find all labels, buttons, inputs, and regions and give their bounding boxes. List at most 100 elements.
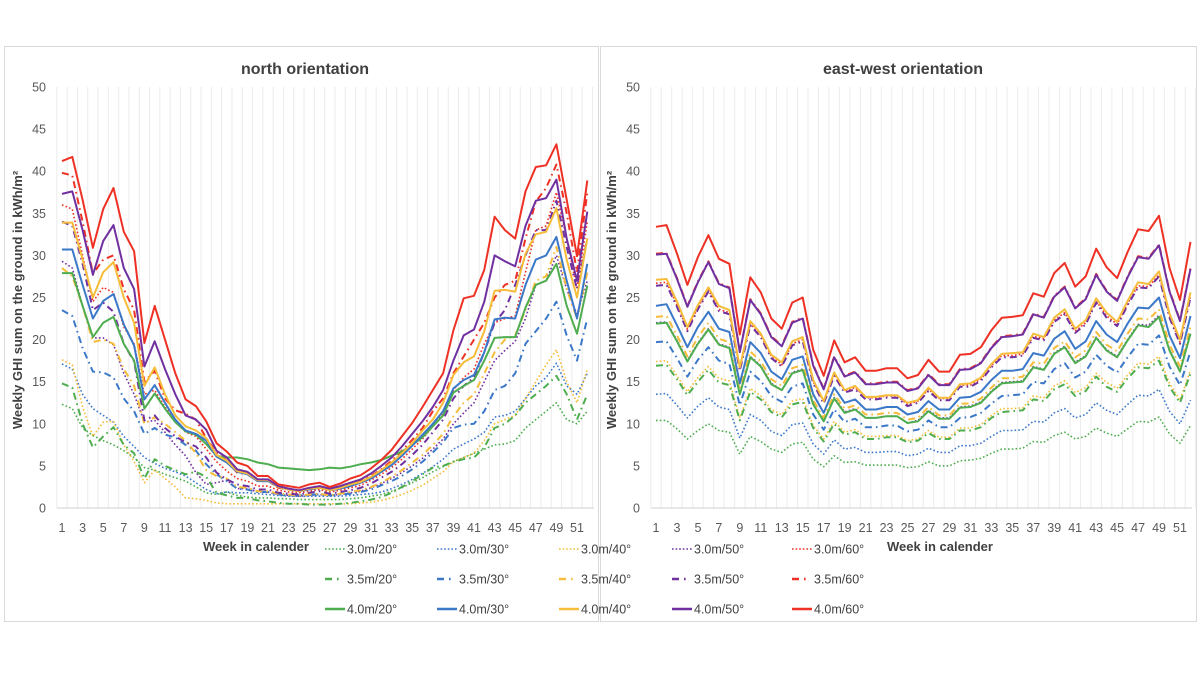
north-x-tick-label: 27 <box>323 521 337 535</box>
north-series-3-5m-50deg <box>61 199 589 496</box>
north-chart-title: north orientation <box>241 61 369 78</box>
north-x-tick-label: 49 <box>549 521 563 535</box>
east-west-x-tick-label: 7 <box>715 521 722 535</box>
east-west-x-tick-label: 45 <box>1110 521 1124 535</box>
north-x-tick-label: 39 <box>446 521 460 535</box>
east-west-x-tick-label: 49 <box>1152 521 1166 535</box>
east-west-x-tick-label: 3 <box>673 521 680 535</box>
legend-label: 3.5m/30° <box>459 573 509 587</box>
east-west-x-tick-label: 51 <box>1173 521 1187 535</box>
legend-label: 3.5m/50° <box>694 573 744 587</box>
east-west-y-tick-label: 30 <box>626 249 640 263</box>
north-x-tick-label: 21 <box>261 521 275 535</box>
north-chart: north orientation Weekly GHI sum on the … <box>10 61 594 554</box>
legend-item: 3.0m/20° <box>325 543 397 557</box>
legend-label: 3.0m/20° <box>347 543 397 557</box>
legend-label: 3.0m/30° <box>459 543 509 557</box>
east-west-x-tick-label: 47 <box>1131 521 1145 535</box>
north-y-tick-label: 35 <box>32 207 46 221</box>
north-x-tick-label: 45 <box>508 521 522 535</box>
north-x-tick-label: 51 <box>570 521 584 535</box>
legend-item: 4.0m/20° <box>325 603 397 617</box>
north-x-tick-label: 17 <box>220 521 234 535</box>
north-y-tick-label: 50 <box>32 81 46 95</box>
north-series-4-0m-40deg <box>62 207 589 493</box>
east-west-x-tick-label: 5 <box>694 521 701 535</box>
east-west-x-tick-label: 13 <box>775 521 789 535</box>
legend-label: 3.0m/40° <box>581 543 631 557</box>
north-x-tick-label: 11 <box>159 521 172 535</box>
legend-item: 4.0m/60° <box>792 603 864 617</box>
north-series-3-0m-30deg <box>61 362 589 498</box>
north-y-tick-label: 25 <box>32 291 46 305</box>
east-west-chart-title: east-west orientation <box>823 61 983 78</box>
north-x-tick-label: 35 <box>405 521 419 535</box>
north-y-axis-title: Weekly GHI sum on the ground in kWh/m² <box>10 170 25 429</box>
north-series-4-0m-60deg <box>61 143 589 489</box>
north-x-tick-label: 47 <box>529 521 543 535</box>
north-x-tick-label: 1 <box>59 521 66 535</box>
north-y-tick-label: 45 <box>32 123 46 137</box>
legend-label: 4.0m/50° <box>694 603 744 617</box>
north-series-3-5m-40deg <box>61 246 589 497</box>
legend-item: 3.0m/40° <box>559 543 631 557</box>
legend-item: 3.5m/20° <box>325 573 397 587</box>
legend-item: 4.0m/50° <box>672 603 744 617</box>
legend-label: 4.0m/20° <box>347 603 397 617</box>
east-west-x-tick-label: 9 <box>736 521 743 535</box>
east-west-x-tick-label: 21 <box>859 521 873 535</box>
legend-item: 3.0m/30° <box>437 543 509 557</box>
north-y-tick-label: 30 <box>32 249 46 263</box>
north-x-tick-label: 41 <box>467 521 481 535</box>
legend-label: 4.0m/60° <box>814 603 864 617</box>
north-x-tick-label: 15 <box>199 521 213 535</box>
east-west-series-3-0m-20deg <box>656 416 1192 469</box>
east-west-series-3-0m-30deg <box>655 388 1192 457</box>
east-west-y-tick-label: 10 <box>626 417 640 431</box>
east-west-y-tick-label: 45 <box>626 123 640 137</box>
east-west-series-3-5m-30deg <box>655 334 1192 433</box>
north-x-tick-label: 13 <box>179 521 193 535</box>
north-x-tick-label: 3 <box>79 521 86 535</box>
north-series-4-0m-20deg <box>62 262 589 472</box>
east-west-y-tick-label: 5 <box>633 459 640 473</box>
east-west-chart: east-west orientation Weekly GHI sum on … <box>604 61 1197 554</box>
north-series-3-5m-20deg <box>61 374 589 506</box>
east-west-y-tick-label: 40 <box>626 165 640 179</box>
legend-item: 3.0m/60° <box>792 543 864 557</box>
east-west-series-4-0m-40deg <box>655 270 1192 404</box>
east-west-x-tick-label: 43 <box>1089 521 1103 535</box>
east-west-x-tick-label: 39 <box>1047 521 1061 535</box>
east-west-series-3-5m-40deg <box>655 308 1192 421</box>
legend-label: 3.5m/40° <box>581 573 631 587</box>
east-west-x-tick-label: 27 <box>922 521 936 535</box>
east-west-x-tick-label: 41 <box>1068 521 1082 535</box>
east-west-y-tick-label: 15 <box>626 375 640 389</box>
legend-label: 3.0m/60° <box>814 543 864 557</box>
east-west-x-tick-label: 25 <box>901 521 915 535</box>
east-west-y-axis-title: Weekly GHI sum on the ground in kWh/m² <box>604 170 619 429</box>
legend: 3.0m/20° 3.0m/30° 3.0m/40° 3.0m/50° 3.0m/60°… <box>325 543 864 617</box>
east-west-series-4-0m-20deg <box>655 315 1192 424</box>
north-y-tick-label: 0 <box>39 502 46 516</box>
east-west-x-tick-label: 1 <box>653 521 660 535</box>
east-west-y-tick-label: 25 <box>626 291 640 305</box>
north-x-tick-label: 19 <box>240 521 254 535</box>
legend-label: 3.0m/50° <box>694 543 744 557</box>
north-x-tick-label: 33 <box>385 521 399 535</box>
east-west-x-tick-label: 11 <box>754 521 767 535</box>
north-x-tick-label: 23 <box>282 521 296 535</box>
legend-label: 4.0m/40° <box>581 603 631 617</box>
legend-item: 4.0m/40° <box>559 603 631 617</box>
north-x-axis-title: Week in calender <box>203 539 309 554</box>
north-x-tick-label: 37 <box>426 521 440 535</box>
east-west-x-tick-label: 19 <box>838 521 852 535</box>
east-west-series-4-0m-60deg <box>655 214 1192 380</box>
north-x-tick-label: 29 <box>343 521 357 535</box>
east-west-x-tick-label: 31 <box>963 521 977 535</box>
legend-item: 3.5m/50° <box>672 573 744 587</box>
north-x-tick-label: 31 <box>364 521 378 535</box>
legend-label: 3.5m/20° <box>347 573 397 587</box>
north-x-tick-label: 9 <box>141 521 148 535</box>
